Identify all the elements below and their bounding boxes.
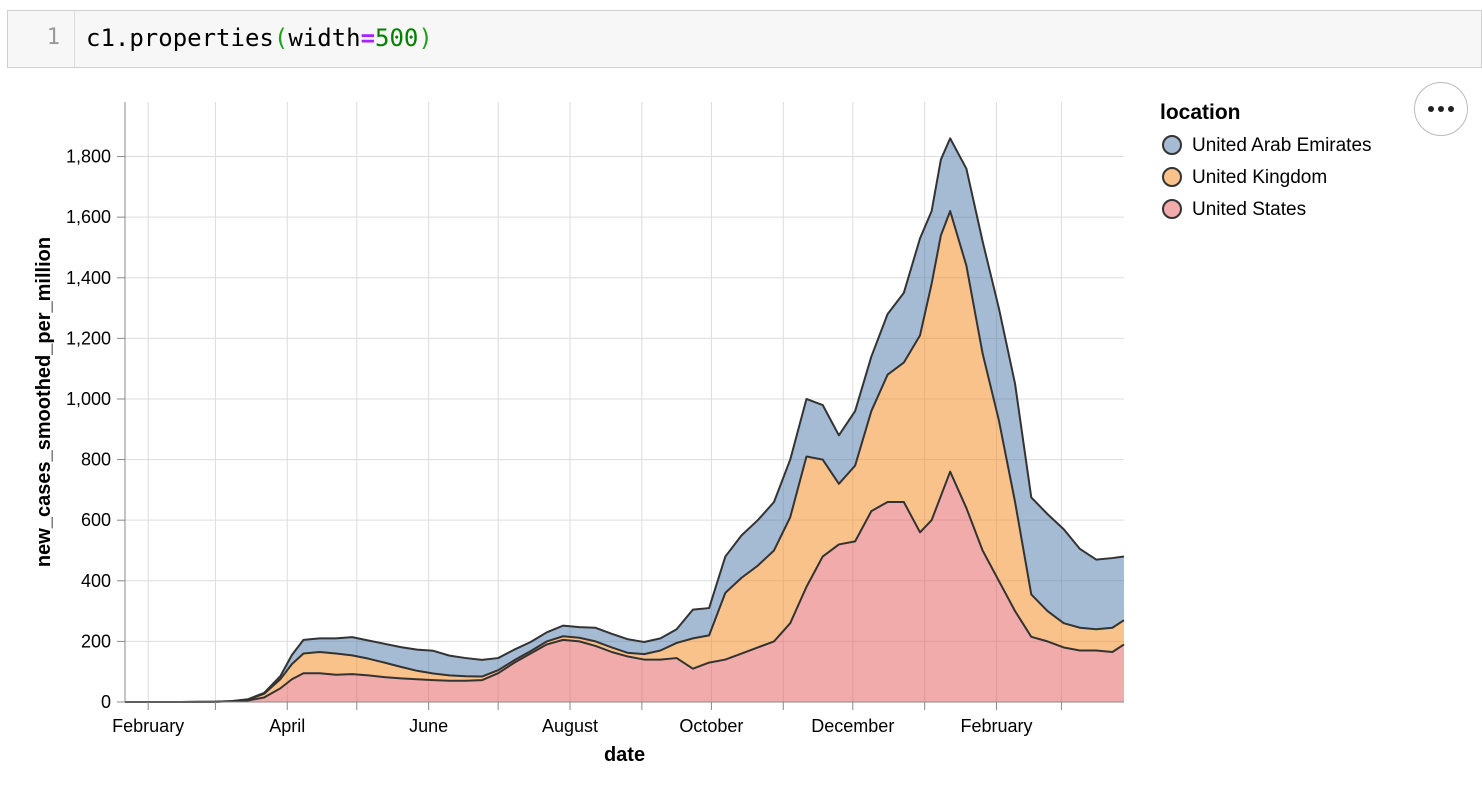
y-tick-label-6: 1,200: [66, 328, 111, 348]
legend: United Arab Emirates United Kingdom United…: [1162, 135, 1372, 220]
code-close-paren: ): [418, 24, 433, 52]
x-tick-label-4: June: [409, 716, 448, 736]
y-tick-label-4: 800: [81, 450, 111, 470]
line-united-arab-emirates: [125, 137, 1125, 703]
legend-swatch-united-arab-emirates: [1162, 135, 1182, 155]
legend-swatch-united-kingdom: [1162, 167, 1182, 187]
code-object: c1: [86, 24, 115, 52]
legend-title: location: [1160, 101, 1241, 124]
axes: 0 200 400 600 800 1,000 1,200 1,400 1,600 1,800 Fe…: [66, 102, 1124, 736]
y-tick-label-0: 0: [101, 692, 111, 712]
chart-actions-button[interactable]: [1414, 82, 1468, 136]
code-method: properties: [129, 24, 274, 52]
more-horizontal-icon: [1428, 106, 1454, 112]
line-gutter: 1: [8, 11, 75, 67]
y-tick-label-8: 1,600: [66, 207, 111, 227]
y-tick-label-9: 1,800: [66, 147, 111, 167]
legend-label-united-states: United States: [1192, 199, 1306, 220]
x-tick-label-12: February: [961, 716, 1033, 736]
y-tick-label-1: 200: [81, 631, 111, 651]
code-cell[interactable]: 1 c1.properties(width=500): [7, 10, 1482, 68]
code-arg-name: width: [288, 24, 361, 52]
y-tick-label-5: 1,000: [66, 389, 111, 409]
area-series: [125, 137, 1125, 703]
line-number: 1: [46, 25, 60, 50]
area-united-states: [125, 471, 1124, 702]
legend-label-united-arab-emirates: United Arab Emirates: [1192, 135, 1372, 156]
line-united-states: [125, 470, 1125, 703]
x-tick-label-6: August: [542, 716, 598, 736]
code-line[interactable]: c1.properties(width=500): [86, 24, 433, 52]
code-equals: =: [360, 24, 376, 52]
line-united-kingdom: [125, 210, 1125, 703]
area-united-kingdom: [125, 211, 1124, 702]
code-dot: .: [114, 24, 130, 52]
y-tick-label-7: 1,400: [66, 268, 111, 288]
y-tick-label-3: 600: [81, 510, 111, 530]
y-axis-title: new_cases_smoothed_per_million: [33, 237, 55, 567]
x-tick-label-8: October: [679, 716, 743, 736]
legend-label-united-kingdom: United Kingdom: [1192, 167, 1327, 188]
x-tick-label-0: February: [112, 716, 184, 736]
x-axis-title: date: [604, 744, 645, 766]
code-open-paren: (: [273, 24, 289, 52]
code-arg-value: 500: [375, 24, 419, 52]
x-tick-label-10: December: [811, 716, 894, 736]
legend-swatch-united-states: [1162, 199, 1182, 219]
x-tick-label-2: April: [269, 716, 305, 736]
y-tick-label-2: 400: [81, 571, 111, 591]
